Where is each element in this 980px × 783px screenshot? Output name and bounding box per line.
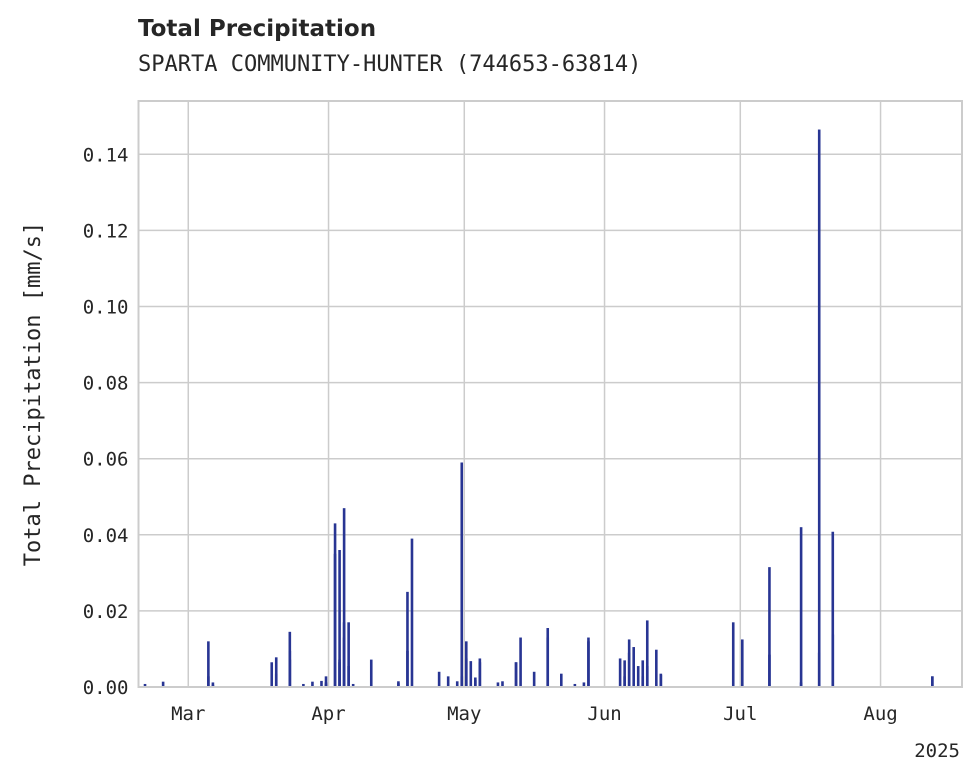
y-tick-label: 0.00 [83, 677, 129, 699]
precip-bar [347, 666, 350, 687]
precip-bar [768, 567, 771, 687]
precip-bar [406, 591, 409, 687]
precip-bar [532, 671, 536, 687]
precip-bar [207, 641, 210, 687]
precip-bar [211, 684, 215, 687]
precip-bar [464, 641, 468, 687]
precip-bar [446, 676, 450, 687]
y-tick-label: 0.08 [83, 373, 129, 395]
y-ticks: 0.00 0.02 0.04 0.06 0.08 0.10 0.12 0.14 [83, 144, 129, 699]
precip-bar [627, 652, 631, 687]
precip-bar [324, 683, 328, 687]
x-tick-label: Aug [863, 703, 897, 725]
precip-bar [274, 657, 278, 687]
precip-bar [320, 680, 323, 687]
precip-bar [799, 527, 803, 687]
precip-bar [351, 683, 355, 687]
precip-bar [302, 683, 305, 687]
x-tick-label: Mar [171, 703, 205, 725]
precip-bar [311, 681, 314, 687]
precip-bar [587, 637, 590, 687]
grid [138, 101, 962, 688]
precip-bar [645, 666, 649, 687]
precip-bar [645, 620, 649, 687]
x-tick-label: Apr [311, 703, 345, 725]
precip-bar [333, 553, 337, 687]
x-tick-label: Jun [587, 703, 621, 725]
precip-bar [831, 634, 835, 687]
precip-bar [342, 508, 346, 687]
precip-bar [618, 658, 622, 687]
precip-bar [406, 650, 409, 687]
precip-bar [211, 682, 215, 687]
x-ticks: Mar Apr May Jun Jul Aug [171, 703, 898, 725]
y-tick-label: 0.14 [83, 144, 129, 166]
precip-bar [324, 676, 328, 687]
precip-bar [474, 677, 477, 687]
precip-bar [817, 652, 821, 687]
precip-bar [437, 671, 441, 687]
precip-bar [270, 662, 274, 687]
precip-bar [546, 637, 550, 687]
precip-bar [623, 660, 626, 687]
precip-bar [931, 676, 934, 687]
precip-bar [397, 683, 400, 687]
precip-bar [817, 129, 821, 688]
precip-bar [519, 637, 522, 687]
y-tick-label: 0.12 [83, 220, 129, 242]
precip-bar [501, 681, 504, 687]
precip-bar [740, 639, 744, 687]
precip-bar [455, 681, 459, 687]
precip-bar [288, 659, 292, 687]
precip-bar [641, 660, 645, 687]
precip-bar [655, 649, 658, 687]
y-tick-label: 0.04 [83, 525, 129, 547]
precip-bar [636, 666, 640, 687]
precip-bar [410, 538, 414, 687]
precip-bar [342, 622, 346, 687]
y-axis-label: Total Precipitation [mm/s] [21, 222, 46, 566]
precip-bar [347, 622, 350, 687]
precip-bar [560, 673, 563, 687]
precip-bar [338, 550, 341, 687]
precip-bar [659, 673, 663, 687]
precip-bar [632, 647, 635, 687]
y-tick-label: 0.10 [83, 296, 129, 318]
x-tick-label: Jul [723, 703, 757, 725]
precip-bar [573, 683, 577, 687]
x-offset-label: 2025 [914, 740, 960, 762]
precip-bar [469, 661, 473, 687]
plot-frame [137, 100, 963, 688]
plot-background [138, 101, 962, 687]
precip-bar [161, 681, 165, 687]
x-tick-label: May [447, 703, 481, 725]
precip-bar [582, 682, 586, 687]
precip-bar [496, 682, 500, 687]
precip-bar [514, 662, 518, 687]
y-tick-label: 0.02 [83, 601, 129, 623]
precip-bar [143, 683, 147, 687]
precip-bar [831, 531, 835, 687]
precip-bar [460, 462, 464, 687]
chart-subtitle: SPARTA COMMUNITY-HUNTER (744653-63814) [138, 52, 642, 77]
bars [143, 129, 934, 688]
precip-bar [799, 682, 803, 687]
chart-title: Total Precipitation [138, 16, 377, 42]
precip-bar [478, 662, 482, 687]
precip-bar [731, 622, 735, 687]
precip-bar [369, 659, 373, 687]
y-tick-label: 0.06 [83, 449, 129, 471]
